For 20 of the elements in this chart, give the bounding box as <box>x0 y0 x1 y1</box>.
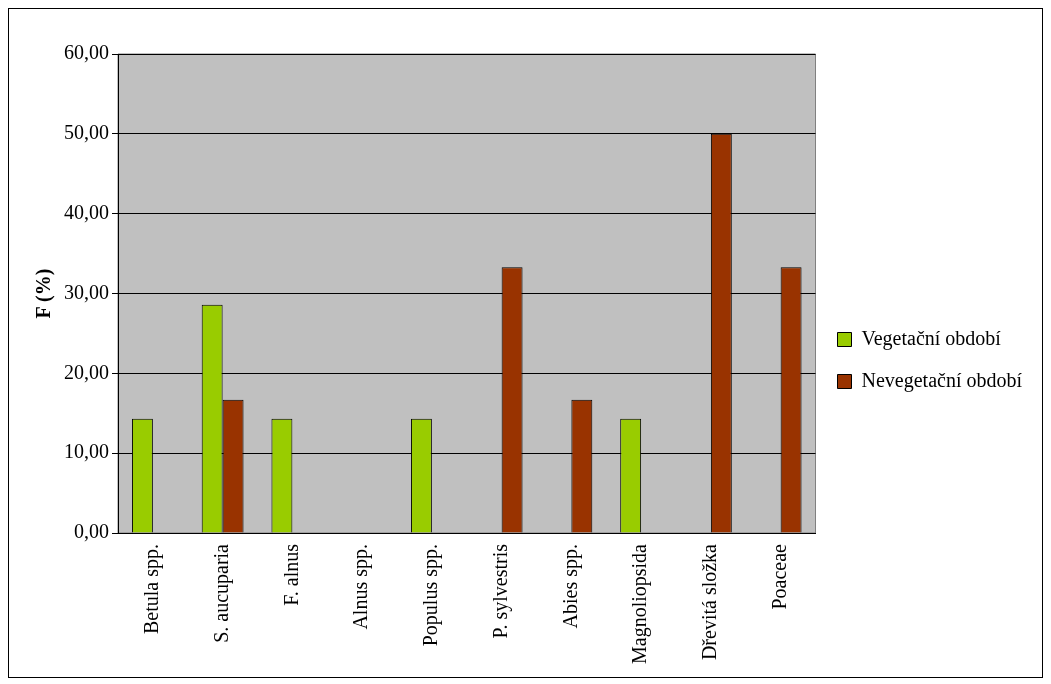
x-tick-label: Abies spp. <box>558 544 582 629</box>
y-tick-label: 50,00 <box>64 121 109 144</box>
y-tick-label: 30,00 <box>64 280 109 303</box>
y-axis-title: F (%) <box>32 268 56 319</box>
legend-label: Nevegetační období <box>861 368 1023 392</box>
x-tick-label: Alnus spp. <box>349 544 373 630</box>
x-tick-label: F. alnus <box>279 543 302 606</box>
x-tick-label: S. aucuparia <box>209 543 233 643</box>
x-tick-label: Poaceae <box>767 543 790 610</box>
x-tick-label: P. sylvestris <box>488 543 512 639</box>
y-tick-label: 60,00 <box>64 41 109 64</box>
legend-label: Vegetační období <box>861 326 1002 350</box>
y-tick-label: 40,00 <box>64 200 109 223</box>
y-tick-label: 10,00 <box>64 440 109 463</box>
x-tick-label: Populus spp. <box>419 544 443 647</box>
x-tick-label: Magnoliopsida <box>628 543 652 665</box>
y-tick-label: 0,00 <box>74 520 109 543</box>
x-tick-label: Betula spp. <box>140 544 164 635</box>
y-tick-label: 20,00 <box>64 360 109 383</box>
x-tick-label: Dřevitá složka <box>698 543 721 661</box>
